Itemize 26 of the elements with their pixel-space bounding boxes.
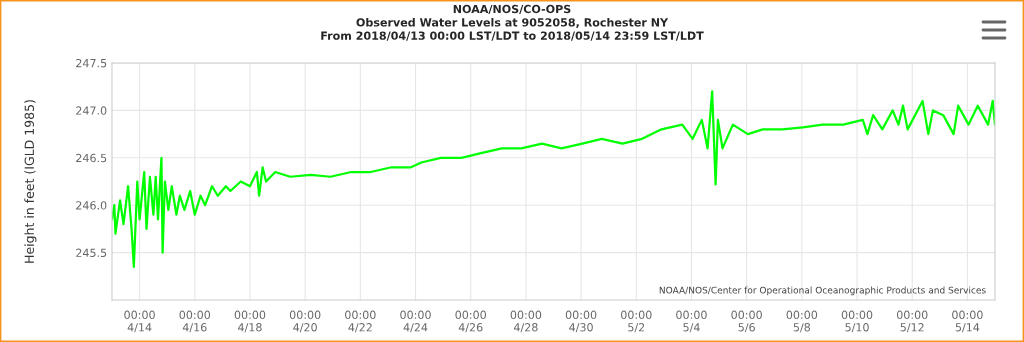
y-tick-label: 247.5: [76, 58, 107, 68]
chart-title: NOAA/NOS/CO-OPS: [453, 4, 571, 15]
y-axis-title: Height in feet (IGLD 1985): [24, 100, 37, 263]
y-tick-label: 245.5: [76, 248, 107, 257]
y-tick-label: 246.5: [76, 153, 107, 163]
chart-subtitle: Observed Water Levels at 9052058, Rochester NY From 2018/04/13 00:00 LST/LDT to 2018/05/14 23:59 LST/LDT: [321, 17, 704, 41]
x-tick-label: 00:00 4/18: [234, 310, 266, 333]
x-tick-label: 00:00 4/14: [124, 310, 155, 333]
x-tick-label: 00:00 4/16: [179, 310, 211, 333]
x-tick-label: 00:00 5/10: [841, 310, 873, 333]
x-tick-label: 00:00 5/12: [896, 310, 928, 333]
line-series: [112, 90, 995, 268]
annotation: NOAA/NOS/Center for Operational Oceanographic Products and Services: [659, 286, 986, 296]
x-tick-label: 00:00 4/22: [345, 310, 376, 333]
y-tick-label: 246.0: [76, 201, 107, 210]
x-tick-label: 00:00 4/26: [455, 310, 486, 333]
x-tick-label: 00:00 4/20: [289, 310, 321, 333]
x-tick-label: 00:00 4/24: [400, 310, 431, 333]
x-tick-label: 00:00 5/4: [676, 310, 707, 333]
x-tick-label: 00:00 5/8: [786, 310, 818, 333]
x-tick-label: 00:00 5/2: [621, 310, 652, 333]
y-tick-label: 247.0: [76, 106, 107, 115]
x-tick-label: 00:00 5/14: [952, 310, 983, 333]
x-tick-label: 00:00 4/30: [565, 310, 597, 333]
x-tick-label: 00:00 5/6: [731, 310, 762, 333]
x-tick-label: 00:00 4/28: [510, 310, 542, 333]
